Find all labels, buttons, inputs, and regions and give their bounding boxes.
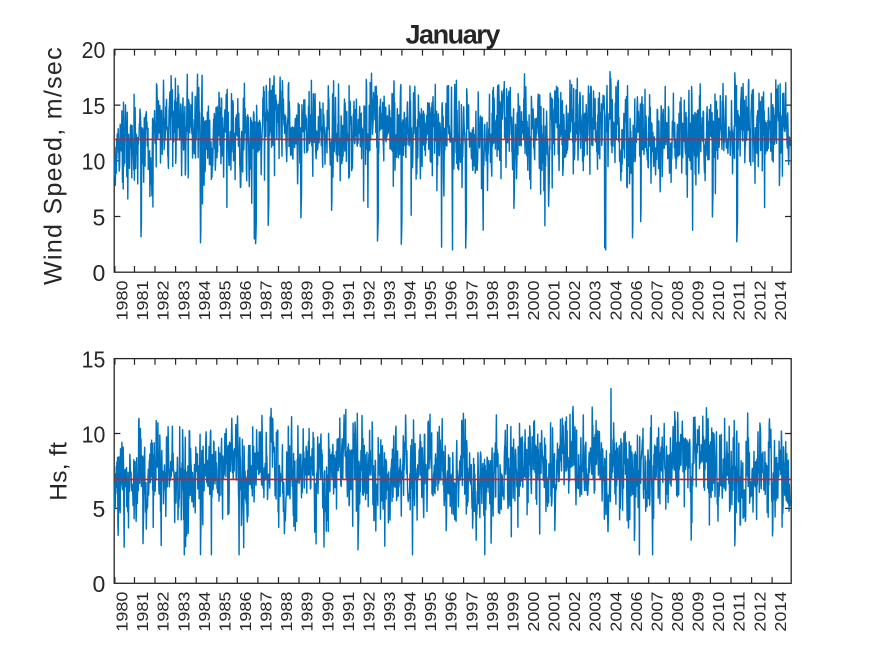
svg-text:5: 5 [93, 204, 106, 230]
svg-text:1983: 1983 [176, 280, 193, 320]
svg-text:2000: 2000 [526, 280, 543, 320]
svg-text:10: 10 [82, 149, 106, 175]
svg-text:20: 20 [82, 37, 106, 63]
svg-text:Wind Speed, m/sec: Wind Speed, m/sec [40, 46, 68, 285]
svg-text:2007: 2007 [649, 591, 666, 631]
svg-text:1995: 1995 [423, 280, 440, 320]
svg-text:0: 0 [93, 260, 106, 286]
svg-text:1995: 1995 [423, 591, 440, 631]
svg-text:2008: 2008 [670, 591, 687, 631]
svg-text:2003: 2003 [588, 591, 605, 631]
svg-text:2012: 2012 [752, 280, 769, 320]
svg-text:2011: 2011 [732, 280, 749, 320]
svg-text:1997: 1997 [464, 591, 481, 631]
svg-text:2007: 2007 [649, 280, 666, 320]
svg-text:1998: 1998 [485, 280, 502, 320]
svg-text:2009: 2009 [691, 280, 708, 320]
svg-text:1981: 1981 [135, 591, 152, 631]
svg-text:1981: 1981 [135, 280, 152, 320]
svg-text:2003: 2003 [588, 280, 605, 320]
svg-text:1990: 1990 [320, 280, 337, 320]
svg-text:10: 10 [82, 421, 106, 447]
svg-text:1989: 1989 [300, 591, 317, 631]
svg-text:Hs, ft: Hs, ft [46, 442, 73, 501]
svg-text:2001: 2001 [547, 280, 564, 320]
svg-text:2010: 2010 [711, 591, 728, 631]
svg-text:15: 15 [82, 93, 106, 119]
svg-text:1982: 1982 [156, 591, 173, 631]
svg-text:1991: 1991 [341, 591, 358, 631]
svg-text:1985: 1985 [218, 280, 235, 320]
svg-text:2002: 2002 [567, 591, 584, 631]
svg-text:2004: 2004 [608, 591, 625, 631]
svg-text:2010: 2010 [711, 280, 728, 320]
svg-text:January: January [405, 20, 500, 50]
svg-text:1991: 1991 [341, 280, 358, 320]
svg-text:1987: 1987 [259, 280, 276, 320]
svg-text:2008: 2008 [670, 280, 687, 320]
svg-text:1992: 1992 [361, 280, 378, 320]
svg-text:2006: 2006 [629, 591, 646, 631]
svg-text:1983: 1983 [176, 591, 193, 631]
svg-text:1989: 1989 [300, 280, 317, 320]
svg-text:1996: 1996 [444, 280, 461, 320]
svg-text:1984: 1984 [197, 280, 214, 320]
svg-text:1992: 1992 [361, 591, 378, 631]
svg-text:1996: 1996 [444, 591, 461, 631]
svg-text:1999: 1999 [505, 280, 522, 320]
svg-text:2011: 2011 [732, 591, 749, 631]
svg-text:2002: 2002 [567, 280, 584, 320]
svg-text:1998: 1998 [485, 591, 502, 631]
svg-text:1994: 1994 [403, 280, 420, 320]
svg-text:2014: 2014 [773, 591, 790, 631]
svg-text:2004: 2004 [608, 280, 625, 320]
svg-text:1994: 1994 [403, 591, 420, 631]
svg-text:1993: 1993 [382, 280, 399, 320]
svg-text:1993: 1993 [382, 591, 399, 631]
svg-text:1982: 1982 [156, 280, 173, 320]
svg-text:1997: 1997 [464, 280, 481, 320]
svg-text:15: 15 [82, 346, 106, 372]
svg-text:1986: 1986 [238, 280, 255, 320]
svg-text:2012: 2012 [752, 591, 769, 631]
svg-text:0: 0 [93, 571, 106, 597]
svg-text:1988: 1988 [279, 591, 296, 631]
svg-text:2000: 2000 [526, 591, 543, 631]
svg-text:1980: 1980 [115, 280, 132, 320]
svg-text:1990: 1990 [320, 591, 337, 631]
svg-text:1999: 1999 [505, 591, 522, 631]
svg-text:2009: 2009 [691, 591, 708, 631]
svg-text:1985: 1985 [218, 591, 235, 631]
svg-text:1984: 1984 [197, 591, 214, 631]
svg-text:1986: 1986 [238, 591, 255, 631]
svg-text:2006: 2006 [629, 280, 646, 320]
svg-text:2014: 2014 [773, 280, 790, 320]
svg-text:5: 5 [93, 496, 106, 522]
svg-text:2001: 2001 [547, 591, 564, 631]
svg-text:1988: 1988 [279, 280, 296, 320]
svg-text:1987: 1987 [259, 591, 276, 631]
svg-text:1980: 1980 [115, 591, 132, 631]
